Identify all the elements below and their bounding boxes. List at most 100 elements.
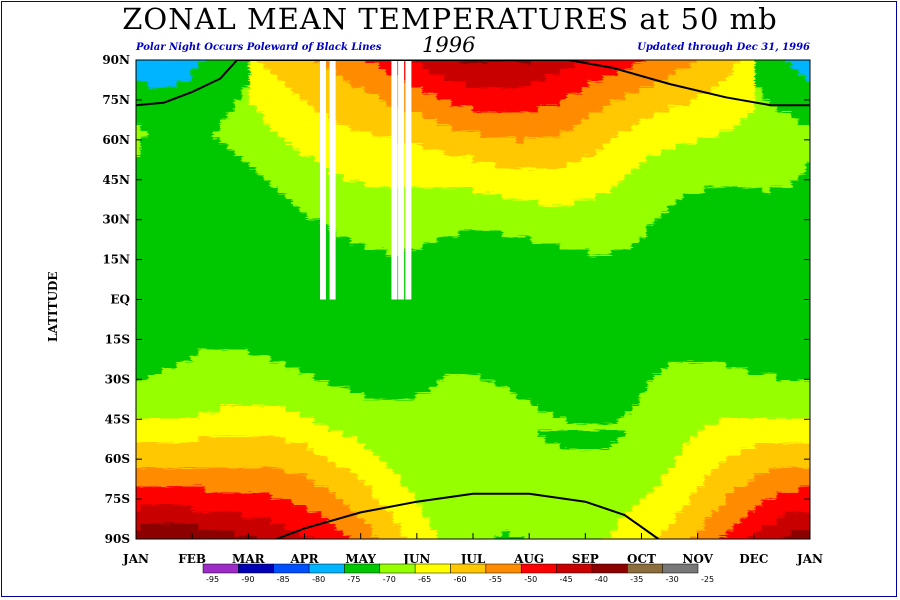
field-cell: [314, 50, 322, 57]
field-cell: [632, 199, 640, 207]
field-cell: [169, 262, 178, 269]
field-cell: [783, 318, 792, 325]
field-cell: [726, 274, 734, 282]
field-cell: [451, 174, 460, 182]
field-cell: [610, 93, 619, 101]
field-cell: [552, 75, 561, 82]
field-cell: [516, 243, 525, 251]
field-cell: [314, 255, 322, 263]
field-cell: [783, 330, 792, 338]
field-cell: [415, 62, 423, 70]
field-cell: [292, 287, 301, 294]
field-cell: [639, 262, 648, 269]
field-cell: [480, 330, 488, 338]
field-cell: [335, 156, 344, 163]
field-cell: [805, 230, 810, 238]
field-cell: [227, 249, 235, 257]
field-cell: [342, 280, 351, 288]
field-cell: [603, 87, 611, 95]
field-cell: [169, 162, 178, 170]
field-cell: [776, 361, 785, 369]
field-cell: [299, 230, 308, 238]
field-cell: [762, 156, 770, 163]
field-cell: [234, 361, 243, 369]
field-cell: [661, 243, 669, 251]
field-cell: [813, 169, 821, 176]
field-cell: [595, 299, 604, 307]
field-cell: [176, 262, 185, 269]
field-cell: [371, 168, 380, 176]
field-cell: [300, 50, 308, 57]
field-cell: [625, 50, 633, 57]
field-cell: [371, 330, 380, 338]
field-cell: [711, 212, 720, 219]
field-cell: [653, 187, 662, 194]
field-cell: [147, 87, 156, 95]
field-cell: [501, 205, 510, 213]
field-cell: [227, 299, 235, 307]
field-cell: [393, 349, 402, 357]
field-cell: [718, 143, 727, 151]
field-cell: [220, 60, 228, 63]
field-cell: [198, 230, 207, 238]
field-cell: [494, 62, 503, 70]
field-cell: [718, 274, 727, 282]
field-cell: [574, 230, 582, 238]
field-cell: [624, 137, 633, 145]
field-cell: [805, 224, 810, 232]
field-cell: [328, 361, 337, 369]
field-cell: [545, 368, 554, 375]
field-cell: [473, 230, 481, 238]
field-cell: [559, 124, 568, 132]
field-cell: [480, 62, 488, 70]
field-cell: [697, 205, 705, 213]
field-cell: [509, 312, 517, 319]
field-cell: [444, 137, 452, 145]
field-cell: [220, 305, 228, 313]
field-cell: [147, 324, 156, 332]
field-cell: [212, 112, 221, 120]
field-cell: [220, 149, 228, 157]
field-cell: [501, 81, 510, 88]
field-cell: [183, 156, 192, 163]
field-cell: [791, 205, 799, 213]
field-cell: [147, 305, 156, 313]
field-cell: [726, 87, 734, 95]
field-cell: [718, 330, 727, 338]
field-cell: [379, 124, 387, 132]
field-cell: [270, 168, 279, 176]
field-cell: [603, 330, 611, 338]
field-cell: [574, 205, 582, 213]
field-cell: [169, 174, 178, 182]
field-cell: [791, 87, 799, 95]
field-cell: [371, 343, 380, 350]
field-cell: [458, 193, 467, 201]
field-cell: [422, 212, 431, 219]
field-cell: [350, 324, 358, 332]
field-cell: [783, 243, 792, 251]
field-cell: [436, 60, 445, 63]
field-cell: [234, 50, 242, 57]
field-cell: [516, 118, 525, 126]
field-cell: [603, 237, 611, 244]
field-cell: [364, 112, 373, 120]
field-cell: [444, 181, 452, 188]
field-cell: [733, 199, 742, 207]
field-cell: [285, 187, 293, 194]
field-cell: [776, 93, 785, 101]
field-cell: [653, 93, 662, 101]
field-cell: [350, 237, 358, 244]
field-cell: [451, 118, 460, 126]
field-cell: [538, 336, 546, 344]
field-cell: [574, 156, 582, 163]
field-cell: [306, 274, 315, 282]
field-cell: [198, 324, 207, 332]
field-cell: [248, 299, 257, 307]
field-cell: [668, 87, 676, 95]
field-cell: [126, 119, 134, 126]
field-cell: [183, 274, 192, 282]
field-cell: [661, 218, 669, 226]
field-cell: [335, 349, 344, 357]
field-cell: [458, 205, 467, 213]
field-cell: [747, 199, 756, 207]
